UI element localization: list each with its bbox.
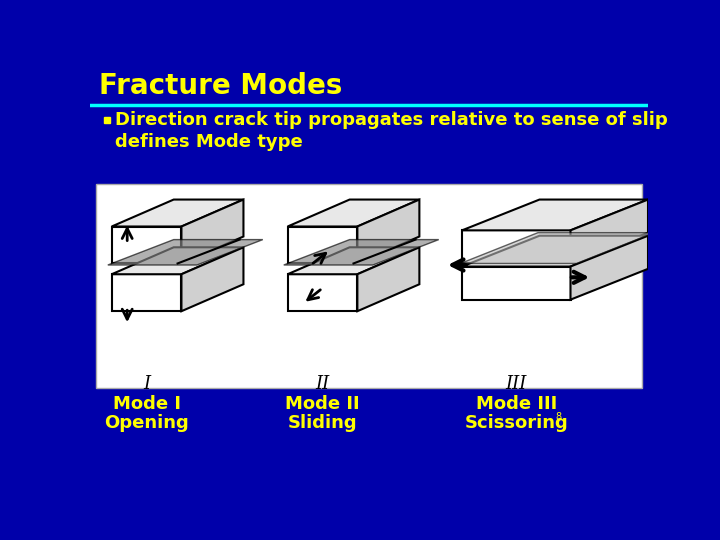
Text: Mode II: Mode II [285, 395, 360, 413]
Polygon shape [357, 247, 419, 311]
Text: Mode I: Mode I [112, 395, 181, 413]
Bar [96, 184, 642, 388]
Text: defines Mode type: defines Mode type [114, 133, 302, 151]
Polygon shape [357, 200, 419, 264]
Text: 8: 8 [556, 413, 562, 422]
Polygon shape [462, 200, 648, 231]
Text: Sliding: Sliding [288, 414, 357, 432]
Polygon shape [462, 231, 570, 264]
Text: Direction crack tip propagates relative to sense of slip: Direction crack tip propagates relative … [114, 111, 667, 129]
Polygon shape [287, 226, 357, 264]
Text: I: I [143, 375, 150, 393]
Text: Opening: Opening [104, 414, 189, 432]
Polygon shape [112, 200, 243, 226]
Text: Mode III: Mode III [476, 395, 557, 413]
Polygon shape [570, 236, 648, 300]
Polygon shape [181, 200, 243, 264]
Polygon shape [287, 200, 419, 226]
Text: II: II [315, 375, 330, 393]
Bar [104, 117, 110, 123]
Polygon shape [570, 200, 648, 264]
Polygon shape [287, 274, 357, 311]
Polygon shape [108, 240, 263, 265]
Polygon shape [462, 267, 570, 300]
Polygon shape [461, 233, 654, 264]
Polygon shape [462, 236, 648, 267]
Text: Fracture Modes: Fracture Modes [99, 72, 343, 100]
Polygon shape [112, 247, 243, 274]
Text: III: III [505, 375, 527, 393]
Polygon shape [284, 240, 438, 265]
Polygon shape [287, 247, 419, 274]
Polygon shape [112, 226, 181, 264]
Polygon shape [181, 247, 243, 311]
Text: Scissoring: Scissoring [464, 414, 568, 432]
Polygon shape [112, 274, 181, 311]
